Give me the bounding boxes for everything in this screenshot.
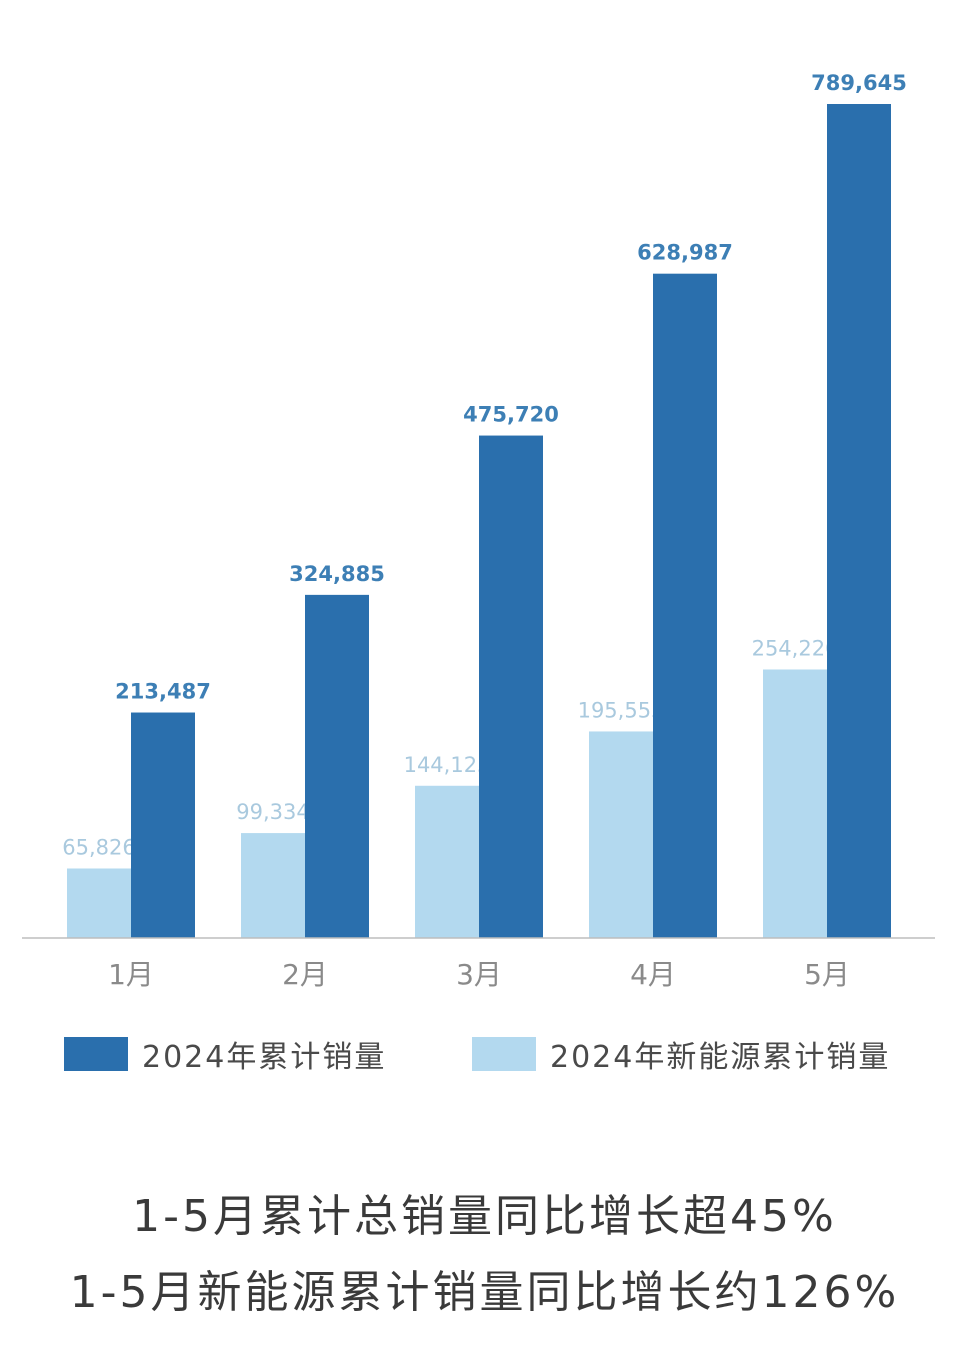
data-label-nev-1: 65,826: [62, 835, 135, 859]
data-label-nev-3: 144,125: [404, 753, 491, 777]
data-label-total-5: 789,645: [811, 71, 907, 95]
summary-line-nev: 1-5月新能源累计销量同比增长约126%: [69, 1267, 900, 1318]
bar-total-2: [305, 594, 369, 938]
data-label-nev-2: 99,334: [236, 800, 309, 824]
data-label-total-2: 324,885: [289, 562, 385, 586]
data-label-total-4: 628,987: [637, 241, 733, 265]
bar-total-3: [479, 435, 543, 938]
legend-item-nev: 2024年新能源累计销量: [472, 1034, 891, 1075]
data-label-nev-4: 195,553: [578, 698, 665, 722]
bar-total-5: [827, 104, 891, 938]
bar-nev-2: [241, 833, 305, 938]
bar-nev-3: [415, 785, 479, 938]
bar-chart: 65,826 213,487 1月 99,334 324,885 2月 144,125 475…: [22, 71, 935, 991]
chart-legend: 2024年累计销量 2024年新能源累计销量: [0, 1034, 969, 1078]
bar-total-4: [653, 273, 717, 939]
legend-swatch-nev: [472, 1037, 536, 1071]
data-label-total-3: 475,720: [463, 403, 559, 427]
legend-swatch-total: [64, 1037, 128, 1071]
bar-total-1: [131, 712, 195, 938]
x-tick-label-5: 5月: [804, 958, 850, 991]
bar-nev-5: [763, 669, 827, 938]
x-tick-label-4: 4月: [630, 958, 676, 991]
data-label-nev-5: 254,226: [752, 636, 839, 660]
data-label-total-1: 213,487: [115, 680, 211, 704]
bar-nev-1: [67, 868, 131, 938]
legend-label-nev: 2024年新能源累计销量: [550, 1040, 891, 1075]
x-tick-label-2: 2月: [282, 958, 328, 991]
legend-item-total: 2024年累计销量: [64, 1034, 387, 1075]
summary-line-total: 1-5月累计总销量同比增长超45%: [132, 1191, 837, 1242]
legend-label-total: 2024年累计销量: [142, 1040, 387, 1075]
x-tick-label-1: 1月: [108, 958, 154, 991]
bar-nev-4: [589, 731, 653, 938]
x-tick-label-3: 3月: [456, 958, 502, 991]
